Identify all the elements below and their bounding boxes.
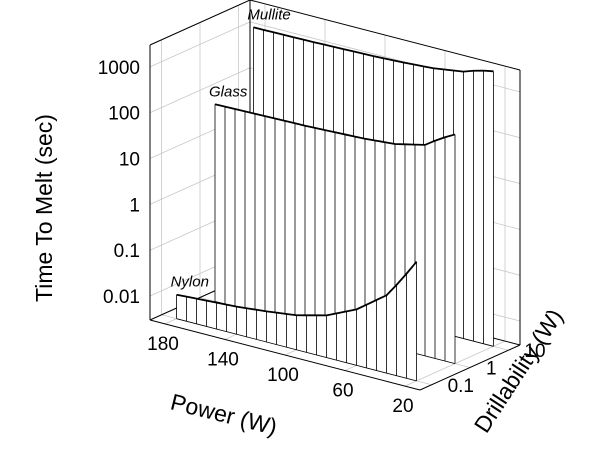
- series-nylon: Nylon: [171, 261, 418, 382]
- x-tick-label: 100: [267, 365, 299, 386]
- z-tick-label: 0.1: [114, 241, 140, 262]
- frame-edge: [149, 319, 421, 391]
- series-curve: [253, 26, 494, 73]
- series-label: Nylon: [171, 274, 209, 291]
- z-tick-label: 1: [129, 195, 140, 216]
- series-label: Glass: [209, 83, 248, 100]
- z-tick-label: 10: [119, 150, 140, 171]
- x-tick-label: 180: [147, 334, 179, 355]
- series-layer: Mullite Glass Nylon: [171, 6, 494, 382]
- z-tick-label: 100: [108, 104, 140, 125]
- series-label: Mullite: [247, 6, 290, 23]
- frame-edge: [249, 0, 521, 71]
- frame-edge: [149, 0, 251, 46]
- x-axis-title: Power (W): [168, 388, 280, 440]
- z-tick-label: 0.01: [103, 287, 140, 308]
- x-tick-label: 60: [332, 381, 353, 402]
- z-tick-label: 1000: [98, 58, 140, 79]
- y-tick-label: 1: [486, 359, 497, 380]
- series-curve: [176, 261, 418, 317]
- x-tick-label: 140: [207, 349, 239, 370]
- series-curve: [214, 103, 456, 146]
- frame-edge: [419, 344, 521, 391]
- curtain-base: [176, 318, 417, 382]
- y-tick-label: 0.1: [448, 376, 474, 397]
- y-tick-label: 10: [524, 341, 545, 362]
- z-axis-title: Time To Melt (sec): [31, 114, 57, 302]
- tick-layer: 0.01 0.1 1 10 100 1000 180 140 100 60 20 0.1 1 10: [98, 58, 546, 417]
- x-tick-label: 20: [392, 396, 413, 417]
